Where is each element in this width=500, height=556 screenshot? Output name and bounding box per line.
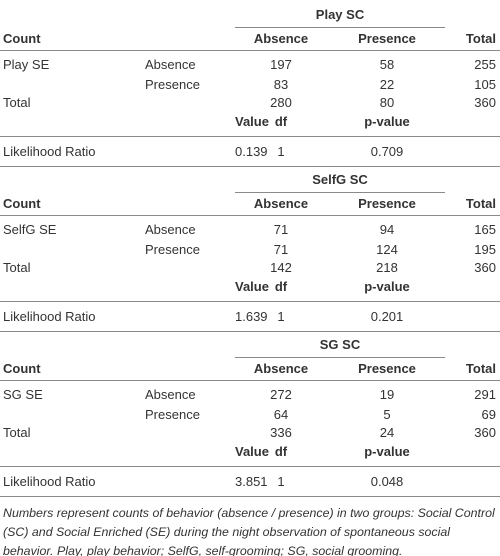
cell-value: 218 xyxy=(376,260,398,275)
row-sublabel: Absence xyxy=(145,222,196,237)
rule-line xyxy=(0,50,500,51)
cell-value: 360 xyxy=(474,425,496,440)
column-header: Count xyxy=(3,31,41,46)
column-header: Absence xyxy=(253,361,309,376)
group-header: Play SC xyxy=(315,7,365,22)
stats-header: df xyxy=(274,114,288,129)
cell-value: 22 xyxy=(379,77,395,92)
rule-line xyxy=(0,136,500,137)
cell-value: 291 xyxy=(474,387,496,402)
cell-value: 19 xyxy=(379,387,395,402)
cell-value: 58 xyxy=(379,57,395,72)
stats-value: 0.709 xyxy=(370,144,404,159)
rule-line xyxy=(0,466,500,467)
stats-header: p-value xyxy=(364,114,410,129)
stats-label: Likelihood Ratio xyxy=(3,144,96,159)
column-header: Presence xyxy=(358,361,416,376)
row-label: Total xyxy=(3,260,31,275)
footnote: Numbers represent counts of behavior (ab… xyxy=(3,506,495,556)
row-label: Total xyxy=(3,425,31,440)
cell-value: 5 xyxy=(383,407,391,422)
cell-value: 360 xyxy=(474,260,496,275)
cell-value: 24 xyxy=(379,425,395,440)
column-header: Absence xyxy=(253,196,309,211)
rule-line xyxy=(235,27,445,28)
row-label: SelfG SE xyxy=(3,222,57,237)
cell-value: 336 xyxy=(270,425,292,440)
rule-line xyxy=(0,380,500,381)
group-header: SelfG SC xyxy=(312,172,368,187)
cell-value: 69 xyxy=(481,407,496,422)
cell-value: 80 xyxy=(379,95,395,110)
stats-header: Value xyxy=(235,279,269,294)
group-header: SG SC xyxy=(319,337,361,352)
column-header: Count xyxy=(3,196,41,211)
cell-value: 195 xyxy=(474,242,496,257)
row-label: Play SE xyxy=(3,57,50,72)
stats-value: 0.048 xyxy=(370,474,404,489)
column-header: Absence xyxy=(253,31,309,46)
cell-value: 142 xyxy=(270,260,292,275)
rule-line xyxy=(0,496,500,497)
cell-value: 64 xyxy=(273,407,289,422)
row-sublabel: Presence xyxy=(145,77,200,92)
row-sublabel: Absence xyxy=(145,57,196,72)
row-sublabel: Presence xyxy=(145,242,200,257)
cell-value: 83 xyxy=(273,77,289,92)
stats-header: df xyxy=(274,444,288,459)
rule-line xyxy=(0,215,500,216)
cell-value: 105 xyxy=(474,77,496,92)
cell-value: 360 xyxy=(474,95,496,110)
stats-header: Value xyxy=(235,444,269,459)
stats-value: 1.639 xyxy=(235,309,268,324)
stats-value: 3.851 xyxy=(235,474,268,489)
rule-line xyxy=(235,192,445,193)
cell-value: 71 xyxy=(273,242,289,257)
cell-value: 197 xyxy=(270,57,292,72)
row-label: SG SE xyxy=(3,387,43,402)
stats-value: 1 xyxy=(277,309,285,324)
cell-value: 71 xyxy=(273,222,289,237)
rule-line xyxy=(0,166,500,167)
row-sublabel: Absence xyxy=(145,387,196,402)
stats-header: Value xyxy=(235,114,269,129)
column-header: Presence xyxy=(358,31,416,46)
row-label: Total xyxy=(3,95,31,110)
cell-value: 94 xyxy=(379,222,395,237)
rule-line xyxy=(0,331,500,332)
stats-value: 1 xyxy=(277,474,285,489)
stats-header: p-value xyxy=(364,444,410,459)
stats-label: Likelihood Ratio xyxy=(3,474,96,489)
stats-header: p-value xyxy=(364,279,410,294)
cell-value: 280 xyxy=(270,95,292,110)
column-header: Total xyxy=(465,361,496,376)
rule-line xyxy=(0,301,500,302)
cell-value: 124 xyxy=(376,242,398,257)
row-sublabel: Presence xyxy=(145,407,200,422)
column-header: Presence xyxy=(358,196,416,211)
column-header: Count xyxy=(3,361,41,376)
cell-value: 255 xyxy=(474,57,496,72)
stats-header: df xyxy=(274,279,288,294)
column-header: Total xyxy=(465,196,496,211)
cell-value: 165 xyxy=(474,222,496,237)
cell-value: 272 xyxy=(270,387,292,402)
stats-value: 0.201 xyxy=(370,309,404,324)
stats-label: Likelihood Ratio xyxy=(3,309,96,324)
stats-value: 0.139 xyxy=(235,144,268,159)
column-header: Total xyxy=(465,31,496,46)
stats-value: 1 xyxy=(277,144,285,159)
rule-line xyxy=(235,357,445,358)
